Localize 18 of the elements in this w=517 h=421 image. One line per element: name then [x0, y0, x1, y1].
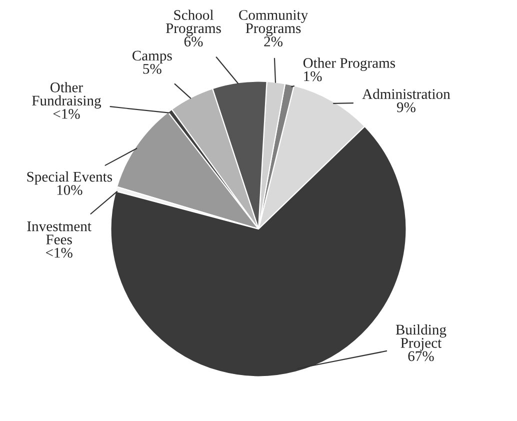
slice-label: Camps: [132, 50, 172, 64]
data-label: 6%: [184, 36, 203, 46]
data-label: <1%: [46, 248, 72, 258]
slice-label: Building Project: [396, 324, 446, 351]
data-label: <1%: [53, 108, 80, 119]
data-label: 67%: [408, 351, 434, 362]
data-label: 10%: [57, 185, 82, 195]
slice-label: Community Programs: [239, 10, 308, 36]
slice-label: Other Programs: [303, 58, 396, 71]
slice-label: Investment Fees: [27, 222, 92, 244]
data-label: 1%: [304, 71, 322, 82]
slice-label: Special Events: [27, 171, 112, 185]
data-label: 2%: [264, 36, 282, 46]
slice-label: Administration: [362, 88, 450, 99]
data-label: 9%: [396, 102, 416, 112]
slice-label: School Programs: [166, 10, 221, 36]
slice-label: Other Fundraising: [32, 82, 102, 109]
data-label: 5%: [143, 64, 162, 74]
